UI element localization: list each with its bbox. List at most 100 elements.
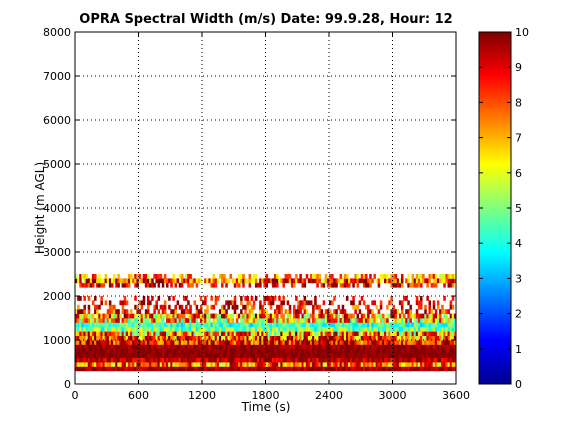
heatmap-cell bbox=[445, 344, 448, 350]
heatmap-cell bbox=[377, 282, 381, 288]
heatmap-cell bbox=[286, 318, 290, 323]
heatmap-cell bbox=[339, 282, 343, 288]
heatmap-cell bbox=[100, 296, 103, 301]
heatmap-cell bbox=[345, 353, 349, 358]
heatmap-cell bbox=[202, 331, 205, 336]
heatmap-cell bbox=[280, 278, 283, 284]
heatmap-cell bbox=[339, 331, 343, 336]
heatmap-cell bbox=[341, 309, 345, 314]
heatmap-cell bbox=[229, 331, 233, 336]
heatmap-cell bbox=[345, 296, 349, 301]
heatmap-cell bbox=[244, 318, 247, 323]
heatmap-cell bbox=[267, 296, 271, 301]
heatmap-cell bbox=[176, 322, 180, 328]
heatmap-cell bbox=[333, 326, 336, 332]
heatmap-cell bbox=[360, 278, 364, 284]
heatmap-cell bbox=[267, 362, 271, 367]
heatmap-cell bbox=[297, 300, 300, 306]
heatmap-cell bbox=[282, 322, 285, 328]
heatmap-cell bbox=[273, 278, 277, 284]
heatmap-cell bbox=[297, 322, 300, 328]
heatmap-cell bbox=[235, 335, 239, 341]
heatmap-cell bbox=[443, 362, 446, 367]
heatmap-cell bbox=[303, 366, 307, 372]
heatmap-cell bbox=[259, 353, 262, 358]
heatmap-cell bbox=[140, 326, 144, 332]
heatmap-cell bbox=[453, 335, 456, 341]
heatmap-cell bbox=[263, 331, 266, 336]
heatmap-cell bbox=[157, 331, 161, 336]
heatmap-cell bbox=[307, 362, 311, 367]
heatmap-cell bbox=[252, 304, 256, 310]
heatmap-cell bbox=[216, 318, 220, 323]
heatmap-cell bbox=[343, 309, 347, 314]
heatmap-cell bbox=[367, 335, 370, 341]
heatmap-cell bbox=[182, 357, 186, 363]
heatmap-cell bbox=[286, 340, 290, 345]
heatmap-cell bbox=[163, 340, 167, 345]
heatmap-cell bbox=[403, 313, 406, 319]
heatmap-cell bbox=[242, 362, 245, 367]
heatmap-cell bbox=[166, 282, 169, 288]
heatmap-cell bbox=[386, 304, 389, 310]
heatmap-cell bbox=[94, 353, 97, 358]
heatmap-cell bbox=[373, 344, 376, 350]
heatmap-cell bbox=[345, 335, 349, 341]
heatmap-cell bbox=[195, 335, 199, 341]
heatmap-cell bbox=[348, 322, 351, 328]
heatmap-cell bbox=[369, 348, 372, 354]
heatmap-cell bbox=[191, 322, 194, 328]
heatmap-cell bbox=[87, 340, 91, 345]
heatmap-cell bbox=[312, 340, 315, 345]
heatmap-cell bbox=[244, 357, 247, 363]
heatmap-cell bbox=[436, 348, 440, 354]
heatmap-cell bbox=[413, 357, 417, 363]
heatmap-cell bbox=[252, 362, 256, 367]
heatmap-cell bbox=[384, 274, 387, 279]
heatmap-cell bbox=[337, 366, 340, 372]
heatmap-cell bbox=[248, 331, 252, 336]
heatmap-cell bbox=[269, 366, 273, 372]
heatmap-cell bbox=[235, 344, 239, 350]
heatmap-cell bbox=[362, 344, 366, 350]
heatmap-cell bbox=[195, 313, 199, 319]
heatmap-cell bbox=[324, 322, 328, 328]
heatmap-cell bbox=[127, 357, 131, 363]
heatmap-cell bbox=[309, 326, 313, 332]
heatmap-cell bbox=[83, 296, 86, 301]
heatmap-cell bbox=[191, 340, 194, 345]
heatmap-cell bbox=[134, 340, 137, 345]
heatmap-cell bbox=[94, 318, 97, 323]
heatmap-cell bbox=[356, 353, 360, 358]
heatmap-cell bbox=[127, 318, 131, 323]
heatmap-cell bbox=[202, 348, 205, 354]
heatmap-cell bbox=[155, 274, 158, 279]
heatmap-cell bbox=[233, 309, 237, 314]
heatmap-cell bbox=[445, 353, 448, 358]
heatmap-cell bbox=[381, 322, 385, 328]
heatmap-cell bbox=[96, 331, 99, 336]
heatmap-cell bbox=[390, 348, 393, 354]
heatmap-cell bbox=[430, 313, 434, 319]
heatmap-cell bbox=[98, 335, 101, 341]
heatmap-cell bbox=[242, 304, 245, 310]
heatmap-cell bbox=[293, 313, 296, 319]
heatmap-cell bbox=[375, 348, 379, 354]
heatmap-cell bbox=[377, 362, 381, 367]
heatmap-cell bbox=[293, 353, 296, 358]
heatmap-cell bbox=[197, 348, 201, 354]
heatmap-cell bbox=[411, 331, 415, 336]
heatmap-cell bbox=[244, 278, 247, 284]
heatmap-cell bbox=[432, 366, 436, 372]
heatmap-cell bbox=[187, 331, 190, 336]
heatmap-cell bbox=[297, 344, 300, 350]
heatmap-cell bbox=[199, 313, 203, 319]
heatmap-cell bbox=[144, 313, 148, 319]
heatmap-cell bbox=[197, 353, 201, 358]
heatmap-cell bbox=[130, 274, 133, 279]
heatmap-cell bbox=[396, 340, 400, 345]
heatmap-cell bbox=[451, 357, 455, 363]
heatmap-cell bbox=[312, 353, 315, 358]
heatmap-cell bbox=[142, 326, 146, 332]
heatmap-cell bbox=[106, 309, 110, 314]
